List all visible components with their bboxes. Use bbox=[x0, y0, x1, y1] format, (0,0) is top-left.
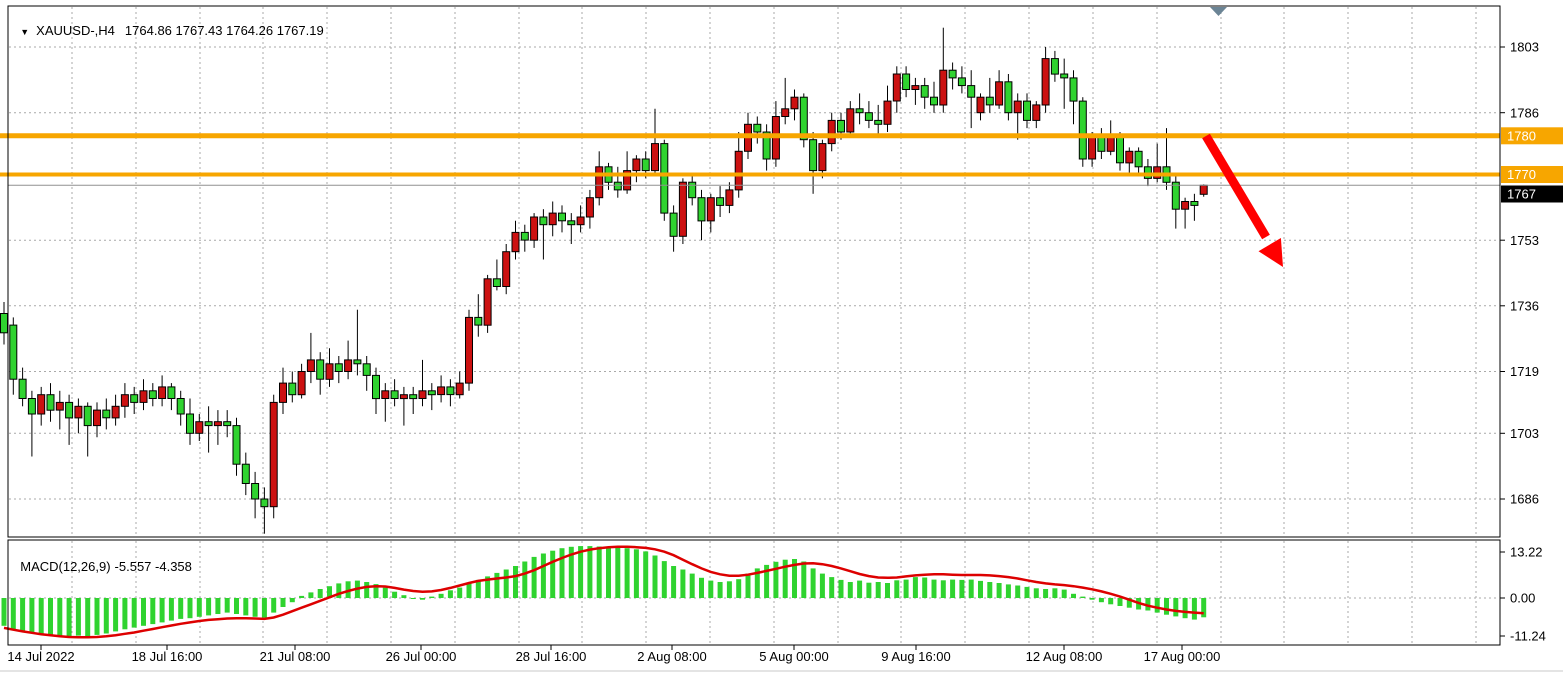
price-axis: 1803 1786 1753 1736 1719 1703 1686 13.22 0.00 -11… bbox=[1500, 40, 1563, 644]
svg-text:12 Aug 08:00: 12 Aug 08:00 bbox=[1026, 649, 1103, 664]
svg-text:1736: 1736 bbox=[1510, 298, 1539, 313]
svg-text:17 Aug 00:00: 17 Aug 00:00 bbox=[1144, 649, 1221, 664]
svg-text:1753: 1753 bbox=[1510, 233, 1539, 248]
svg-text:1770: 1770 bbox=[1507, 167, 1536, 182]
chart-header: ▼ XAUUSD-,H4 1764.86 1767.43 1764.26 1767.… bbox=[13, 8, 324, 38]
svg-text:9 Aug 16:00: 9 Aug 16:00 bbox=[881, 649, 950, 664]
svg-text:21 Jul 08:00: 21 Jul 08:00 bbox=[260, 649, 331, 664]
svg-text:-11.24: -11.24 bbox=[1510, 629, 1546, 644]
price-badge-1780 bbox=[1501, 127, 1563, 145]
ohlc-quote: 1764.86 1767.43 1764.26 1767.19 bbox=[124, 23, 324, 38]
macd-name: MACD(12,26,9) bbox=[20, 559, 111, 574]
chart-shift-marker-icon[interactable] bbox=[1210, 7, 1227, 16]
price-badge-1770 bbox=[1501, 166, 1563, 183]
macd-panel-frame bbox=[7, 539, 1501, 646]
svg-text:26 Jul 00:00: 26 Jul 00:00 bbox=[386, 649, 457, 664]
price-badge-1767 bbox=[1501, 185, 1563, 203]
svg-text:1786: 1786 bbox=[1510, 105, 1539, 120]
symbol-dropdown-icon[interactable]: ▼ bbox=[20, 27, 30, 37]
svg-text:28 Jul 16:00: 28 Jul 16:00 bbox=[516, 649, 587, 664]
macd-values: -5.557 -4.358 bbox=[114, 559, 192, 574]
svg-text:1767: 1767 bbox=[1507, 187, 1536, 202]
svg-text:14 Jul 2022: 14 Jul 2022 bbox=[7, 649, 74, 664]
svg-text:1703: 1703 bbox=[1510, 426, 1539, 441]
svg-text:18 Jul 16:00: 18 Jul 16:00 bbox=[132, 649, 203, 664]
svg-text:13.22: 13.22 bbox=[1510, 545, 1543, 560]
svg-text:1686: 1686 bbox=[1510, 492, 1539, 507]
grid-lines bbox=[9, 7, 1499, 644]
svg-text:1780: 1780 bbox=[1507, 128, 1536, 143]
candles bbox=[0, 27, 1208, 534]
svg-text:1803: 1803 bbox=[1510, 40, 1539, 55]
time-axis: 14 Jul 2022 18 Jul 16:00 21 Jul 08:00 26 Ju… bbox=[7, 645, 1220, 664]
macd-histogram bbox=[1, 546, 1207, 637]
macd-indicator-label: MACD(12,26,9) -5.557 -4.358 bbox=[13, 544, 196, 574]
macd-signal-line bbox=[3, 545, 1204, 639]
sell-arrow-annotation[interactable] bbox=[1202, 133, 1283, 267]
svg-text:0.00: 0.00 bbox=[1510, 591, 1535, 606]
svg-text:5 Aug 00:00: 5 Aug 00:00 bbox=[759, 649, 828, 664]
symbol-period-label: XAUUSD-,H4 bbox=[36, 23, 115, 38]
svg-text:1719: 1719 bbox=[1510, 364, 1539, 379]
svg-text:2 Aug 08:00: 2 Aug 08:00 bbox=[637, 649, 706, 664]
main-panel-frame bbox=[7, 5, 1501, 538]
